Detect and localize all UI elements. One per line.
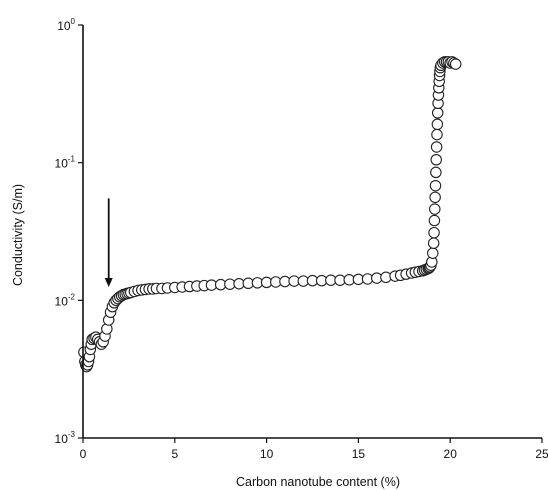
x-tick-label: 5 xyxy=(171,447,178,461)
axis-ticks: 0 5 10 15 20 25 100 10-1 10-2 10-3 xyxy=(55,17,548,461)
data-point xyxy=(431,128,443,141)
x-tick-label: 25 xyxy=(535,447,548,461)
arrow-head xyxy=(104,277,113,287)
data-point xyxy=(429,191,441,204)
data-point xyxy=(430,141,443,153)
data-point xyxy=(431,107,444,119)
data-point xyxy=(428,214,441,227)
x-tick-label: 20 xyxy=(444,447,458,461)
x-tick-label: 10 xyxy=(260,447,274,461)
annotation-arrow xyxy=(104,198,113,287)
data-point xyxy=(431,118,444,131)
y-axis-title: Conductivity (S/m) xyxy=(11,184,25,286)
data-point xyxy=(429,179,442,192)
data-point xyxy=(427,237,440,249)
data-point xyxy=(429,203,441,215)
data-point xyxy=(428,226,440,239)
axes xyxy=(82,25,542,439)
y-tick-label: 10-2 xyxy=(55,292,76,308)
data-points xyxy=(78,56,462,373)
x-tick-label: 15 xyxy=(352,447,366,461)
data-point xyxy=(430,153,442,166)
y-tick-label: 100 xyxy=(57,17,75,33)
x-tick-label: 0 xyxy=(80,447,87,461)
data-point xyxy=(427,247,439,259)
y-tick-label: 10-1 xyxy=(55,155,76,171)
x-axis-title: Carbon nanotube content (%) xyxy=(236,475,400,489)
y-tick-label: 10-3 xyxy=(55,430,76,446)
data-point xyxy=(449,58,462,70)
data-point xyxy=(430,166,442,179)
